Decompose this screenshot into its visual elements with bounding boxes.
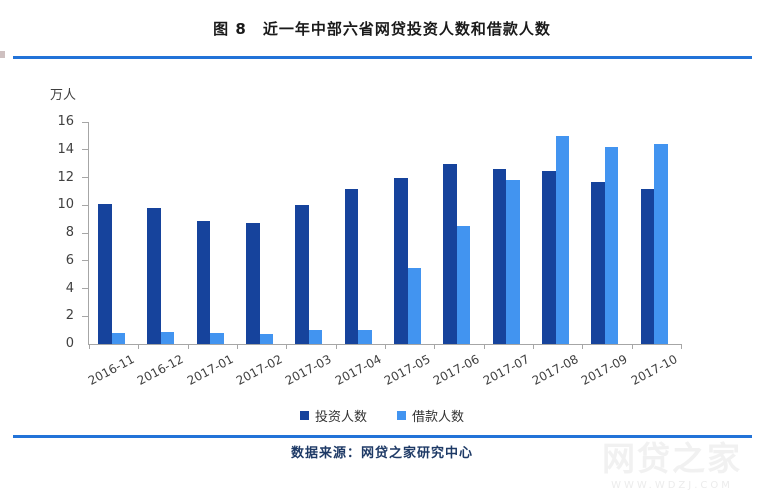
x-axis-tick [582,344,584,349]
y-axis-label: 8 [65,225,74,240]
y-axis-labels: 0 2 4 6 8 10 12 14 16 [38,114,82,351]
bar-borrowers [654,144,668,344]
bar-investors [394,177,408,344]
legend-label-borrowers: 借款人数 [412,410,465,425]
y-axis-tick [82,288,88,289]
y-axis-tick [82,121,88,123]
bar-investors [295,205,309,344]
data-source-text: 数据来源：网贷之家研究中心 [290,446,473,461]
top-divider [13,56,752,59]
legend-item-investors: 投资人数 [299,406,367,425]
bar-investors [591,181,605,344]
legend-swatch-investors [299,411,309,420]
y-axis-tick [82,232,88,234]
bar-investors [492,169,507,344]
plot-area [82,121,682,349]
y-axis-tick [82,315,88,317]
x-axis-tick [385,344,386,349]
y-axis-label: 2 [65,308,74,324]
x-axis-tick [631,344,633,349]
y-axis-tick [82,149,88,151]
x-axis-tick [335,344,337,349]
x-axis-label: 2017-02 [233,352,285,388]
x-axis-label: 2017-07 [480,352,532,388]
bar-investors [246,223,260,344]
bar-borrowers [506,180,520,344]
bar-borrowers [555,135,569,344]
y-axis-label: 14 [57,141,74,157]
bar-borrowers [604,146,619,344]
x-axis-tick [681,344,682,349]
x-axis-label: 2017-10 [628,352,680,388]
x-axis-label: 2017-05 [381,352,433,388]
x-axis-tick [483,344,485,349]
figure-title: 图 8 近一年中部六省网贷投资人数和借款人数 [213,20,551,38]
x-axis-tick [533,344,534,349]
x-axis-label: 2016-11 [85,352,137,388]
legend-item-borrowers: 借款人数 [397,406,464,425]
y-axis-label: 4 [65,280,74,296]
bar-borrowers [111,332,125,344]
x-axis-label: 2017-03 [283,352,334,388]
corner-mark [0,51,5,58]
y-axis-label: 16 [57,114,74,129]
x-axis-tick [237,344,238,349]
bar-investors [542,170,556,344]
y-axis-tick [82,177,88,178]
bar-borrowers [308,330,323,344]
bar-investors [196,220,211,344]
bar-borrowers [210,332,224,344]
legend: 投资人数 借款人数 [0,406,764,425]
bar-borrowers [456,226,471,344]
y-axis-unit-label: 万人 [50,88,77,103]
x-axis-tick [138,344,140,349]
y-axis-label: 0 [65,336,74,351]
legend-label-investors: 投资人数 [314,410,367,425]
x-axis-tick [286,344,288,349]
bar-borrowers [160,331,175,344]
y-axis-tick [82,260,88,262]
x-axis-label: 2017-04 [332,352,384,388]
x-axis-label: 2016-12 [135,352,186,388]
x-axis-labels: 2016-11 2016-12 2017-01 2017-02 2017-03 2017-… [85,348,680,394]
y-axis-label: 10 [57,197,74,213]
y-axis-label: 6 [65,252,74,268]
bar-investors [443,163,457,344]
x-axis-tick [434,344,436,349]
bar-investors [98,203,112,344]
watermark-url: WWW.WDZJ.COM [611,480,733,492]
bar-investors [147,208,161,344]
x-axis-tick [89,344,90,349]
y-axis-tick [82,204,88,206]
x-axis-label: 2017-08 [529,352,581,388]
bar-borrowers [358,330,372,344]
bottom-divider [13,435,752,438]
x-axis-label: 2017-06 [431,352,482,388]
bar-investors [344,188,359,344]
y-axis-label: 12 [57,169,74,185]
bar-borrowers [259,334,273,344]
bar-investors [640,188,655,344]
x-axis-label: 2017-01 [184,352,236,388]
x-axis-label: 2017-09 [579,352,630,388]
bar-borrowers [407,267,421,344]
x-axis-tick [187,344,189,349]
legend-swatch-borrowers [397,411,406,420]
